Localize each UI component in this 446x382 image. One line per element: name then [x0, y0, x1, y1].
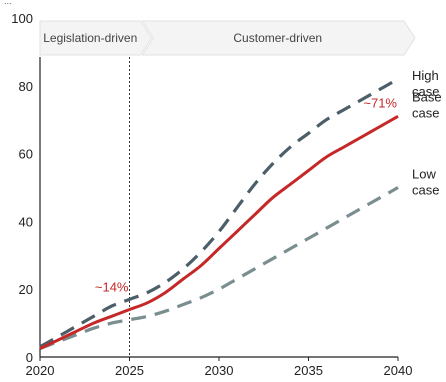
- series-line-base-case: [39, 114, 399, 350]
- series-label-base-case-line-1: Base: [412, 90, 442, 105]
- phase-banners: Legislation-driven Customer-driven: [39, 20, 416, 56]
- y-tick-label-40: 40: [19, 214, 33, 229]
- x-tick-label-2020: 2020: [26, 363, 55, 378]
- series-line-low-case: [39, 186, 399, 351]
- phase-banner-customer: [141, 20, 416, 56]
- y-tick-label-20: 20: [19, 282, 33, 297]
- annotation-label-1: ~14%: [95, 280, 129, 295]
- annotation-label-2: ~71%: [363, 95, 397, 110]
- x-tick-label-2035: 2035: [294, 363, 323, 378]
- x-tick-label-2025: 2025: [115, 363, 144, 378]
- series-label-low-case-line-2: case: [412, 183, 439, 198]
- y-tick-label-0: 0: [26, 350, 33, 365]
- y-tick-label-60: 60: [19, 147, 33, 162]
- chart-title: ...: [4, 0, 12, 6]
- series-line-high-case: [39, 77, 399, 349]
- series-label-high-case-line-2: case: [412, 84, 439, 99]
- series-layer: [39, 77, 399, 351]
- phase-label-legislation: Legislation-driven: [43, 31, 137, 45]
- y-tick-label-80: 80: [19, 79, 33, 94]
- x-tick-label-2030: 2030: [205, 363, 234, 378]
- series-label-low-case-line-1: Low: [412, 167, 436, 182]
- phase-banner-legislation: [39, 20, 153, 56]
- x-tick-label-2040: 2040: [384, 363, 413, 378]
- phase-label-customer: Customer-driven: [233, 31, 322, 45]
- series-label-high-case-line-1: High: [412, 68, 439, 83]
- y-tick-label-100: 100: [11, 11, 33, 26]
- series-label-base-case-line-2: case: [412, 106, 439, 121]
